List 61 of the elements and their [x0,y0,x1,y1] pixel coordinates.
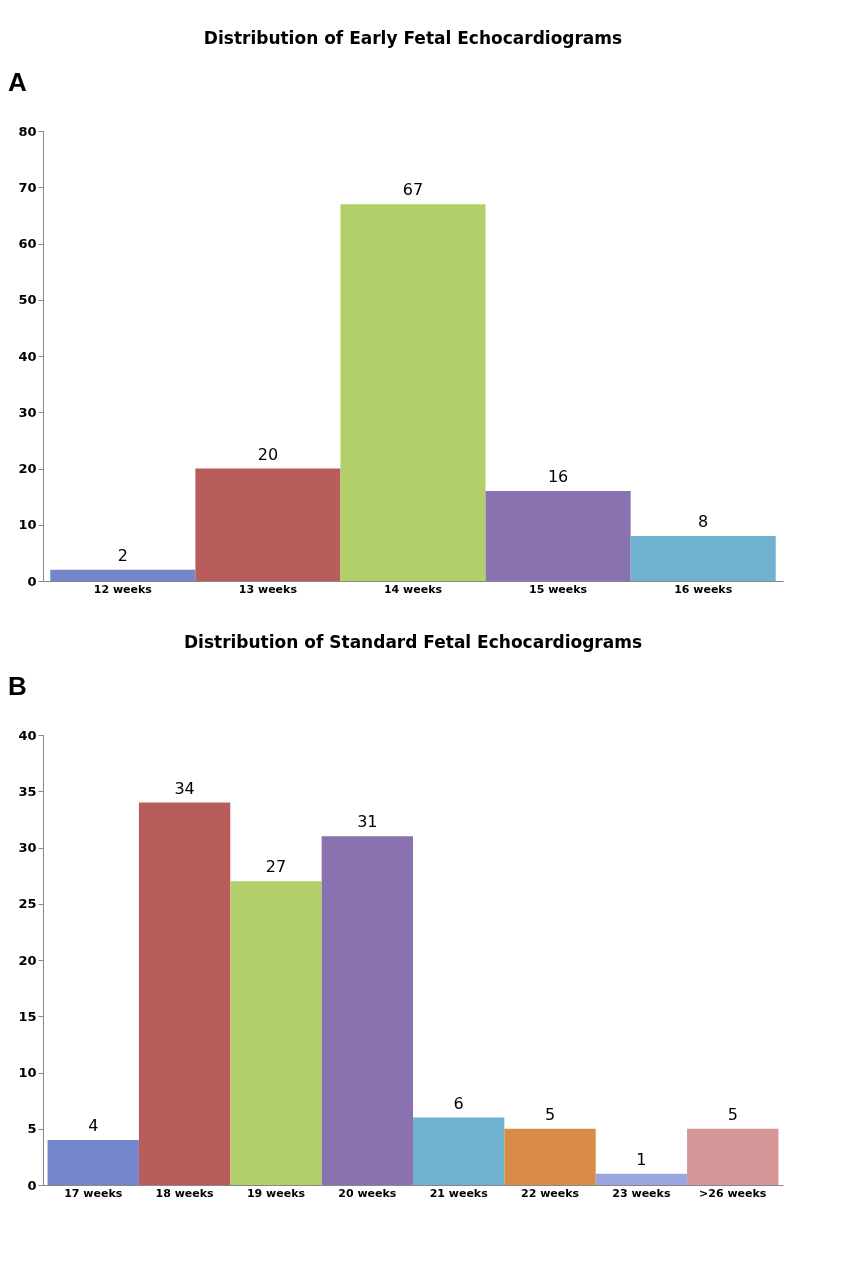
chart-title: Distribution of Early Fetal Echocardiograms [203,28,623,48]
data-label: 31 [357,812,378,832]
x-tick-label: >26 weeks [699,1186,767,1200]
bar [687,1128,779,1185]
bar [413,1117,505,1185]
y-tick-label: 20 [18,461,37,476]
data-label: 6 [453,1093,464,1113]
y-tick-label: 60 [18,236,37,251]
x-tick-label: 17 weeks [64,1186,123,1200]
bar [504,1128,596,1185]
bar [50,569,196,581]
y-tick-label: 40 [18,727,37,743]
data-label: 5 [544,1104,556,1124]
y-tick-label: 35 [18,783,37,799]
bar [630,536,776,581]
y-tick-label: 80 [18,123,37,139]
data-label: 20 [257,444,279,464]
x-tick-label: 21 weeks [429,1186,489,1200]
data-label: 67 [402,180,424,200]
x-tick-label: 13 weeks [238,582,298,596]
x-tick-label: 23 weeks [612,1186,671,1200]
y-tick-label: 0 [27,1177,37,1193]
data-label: 1 [636,1149,647,1169]
x-tick-label: 14 weeks [383,582,443,596]
y-tick-label: 5 [27,1121,37,1137]
bar [485,491,631,581]
y-tick-label: 50 [18,292,37,308]
y-tick-label: 40 [18,348,37,364]
y-tick-label: 70 [18,179,37,195]
data-label: 2 [117,545,128,565]
text: A [8,67,27,97]
bar [230,881,322,1185]
x-tick-label: 20 weeks [338,1186,397,1200]
y-tick-label: 10 [18,1065,37,1080]
text: B [8,671,27,701]
x-tick-label: 18 weeks [155,1186,215,1200]
bar [195,468,341,581]
y-tick-label: 0 [27,573,37,589]
data-label: 5 [727,1104,738,1124]
bar [138,802,231,1185]
bar [321,836,413,1185]
y-tick-label: 10 [18,517,37,533]
x-tick-label: 16 weeks [674,582,733,596]
chart-title: Distribution of Standard Fetal Echocardiograms [183,632,643,652]
bar [47,1140,139,1185]
bar [340,204,486,581]
y-tick-label: 20 [18,952,37,968]
x-tick-label: 15 weeks [529,582,588,596]
y-tick-label: 30 [18,840,37,855]
x-tick-label: 19 weeks [246,1186,306,1200]
y-tick-label: 30 [18,404,37,420]
data-label: 34 [174,778,195,798]
data-label: 16 [547,467,569,486]
y-tick-label: 25 [18,896,37,912]
data-label: 8 [698,512,709,531]
data-label: 27 [265,857,287,877]
y-tick-label: 15 [18,1008,37,1024]
x-tick-label: 22 weeks [520,1186,580,1200]
x-tick-label: 12 weeks [93,582,153,596]
data-label: 4 [88,1116,99,1135]
bar [595,1173,688,1185]
